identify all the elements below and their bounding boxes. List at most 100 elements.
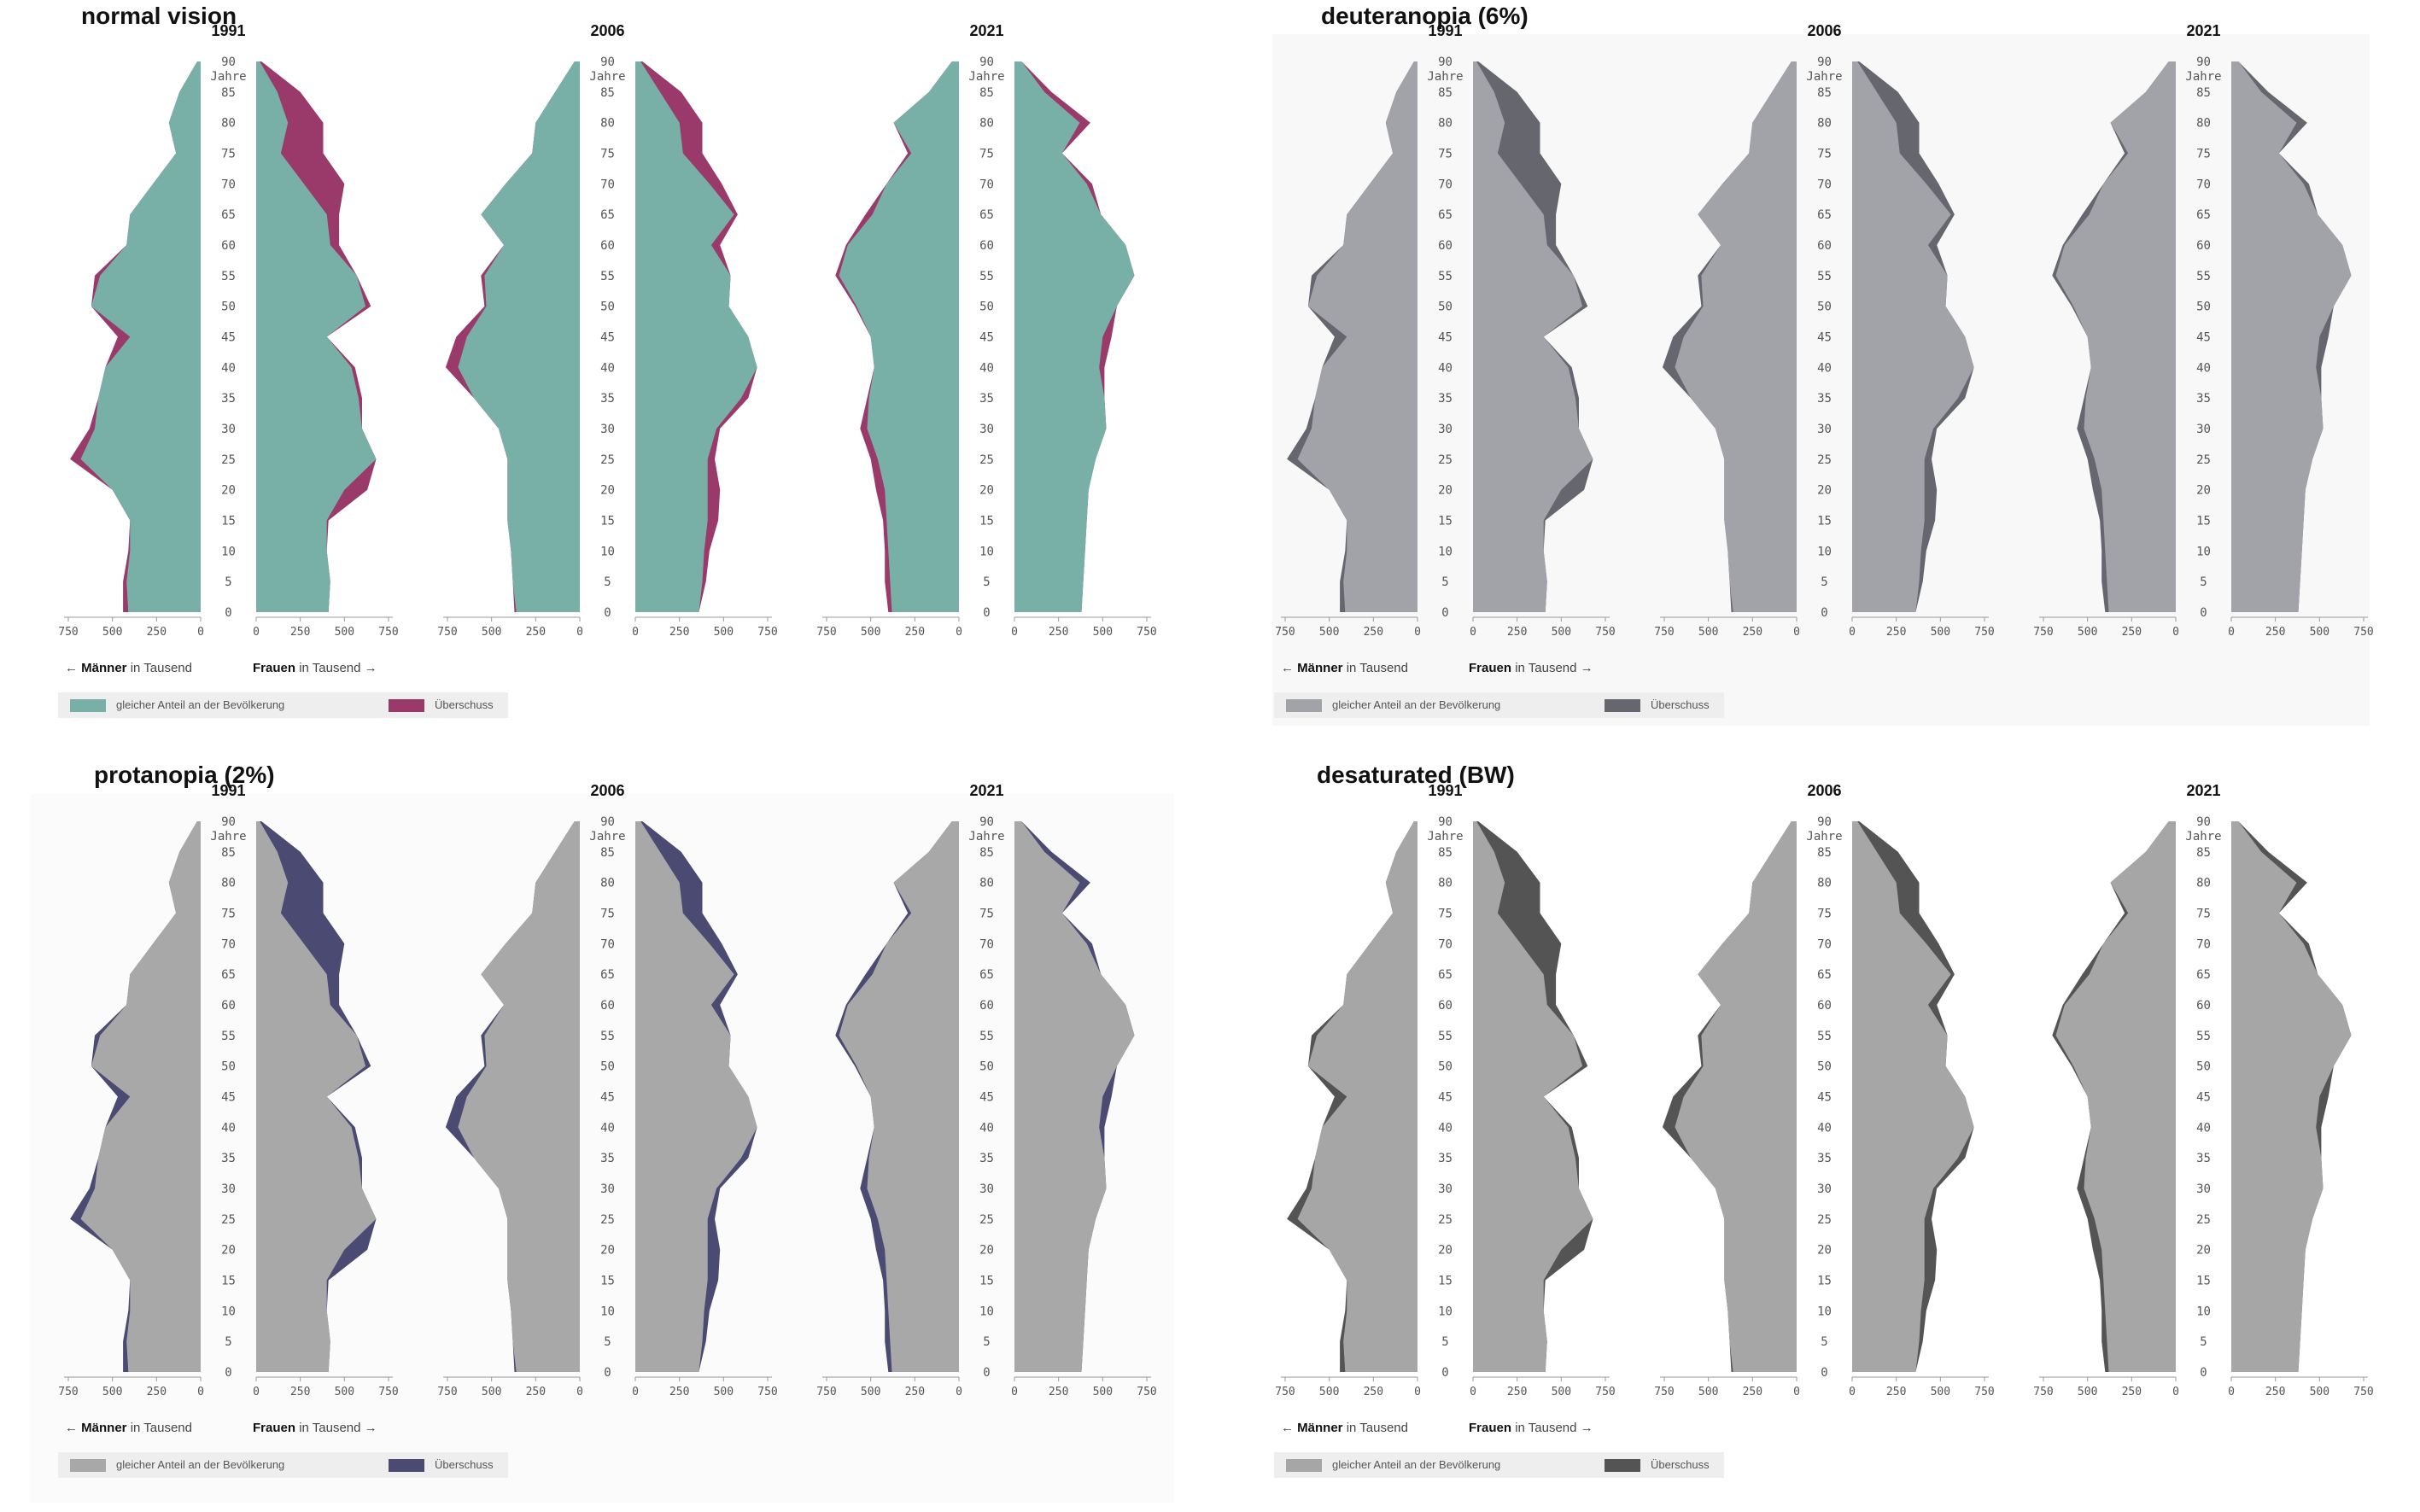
age-tick-label: 55 xyxy=(1817,1030,1832,1043)
age-tick-label: 55 xyxy=(2196,270,2211,283)
women-label: Frauen xyxy=(1469,1421,1512,1435)
men-base-area xyxy=(1675,821,1797,1372)
legend-label-base: gleicher Anteil an der Bevölkerung xyxy=(1332,698,1501,711)
age-tick-label: 25 xyxy=(1438,1213,1453,1227)
age-tick-label: 50 xyxy=(600,1060,615,1074)
men-x-tick-label: 750 xyxy=(58,1386,78,1398)
age-tick-label: 55 xyxy=(221,270,236,283)
age-tick-label: 30 xyxy=(2196,423,2211,436)
age-tick-label: 0 xyxy=(2200,1366,2207,1380)
year-label: 1991 xyxy=(211,782,245,799)
age-tick-label: 30 xyxy=(1817,423,1832,436)
men-x-tick-label: 250 xyxy=(526,1386,546,1398)
age-tick-label: 35 xyxy=(2196,392,2211,406)
age-tick-label: 20 xyxy=(1817,1244,1832,1258)
age-tick-label: 15 xyxy=(979,515,994,528)
age-tick-label: 60 xyxy=(1817,239,1832,253)
age-tick-label: 25 xyxy=(221,1213,236,1227)
arrow-right-icon: → xyxy=(1580,661,1593,675)
age-tick-label: 20 xyxy=(979,1244,994,1258)
women-x-tick-label: 750 xyxy=(1137,626,1156,639)
age-tick-label: 20 xyxy=(1438,484,1453,498)
men-x-tick-label: 500 xyxy=(482,626,501,639)
age-tick-label: 90 xyxy=(979,815,994,829)
age-tick-label: 45 xyxy=(979,331,994,345)
men-base-area xyxy=(80,61,201,612)
age-tick-label: 15 xyxy=(1438,1275,1453,1288)
women-x-tick-label: 500 xyxy=(1552,626,1571,639)
age-tick-label: 5 xyxy=(2200,575,2207,589)
men-x-tick-label: 500 xyxy=(1319,1386,1339,1398)
age-tick-label: 85 xyxy=(221,846,236,860)
age-tick-label: 70 xyxy=(1817,937,1832,951)
age-tick-label: 55 xyxy=(979,270,994,283)
age-tick-label: 40 xyxy=(1438,1121,1453,1135)
pyramid-chart-2021: 2021 0 5 10 15 20 25 30 35 40 45 50 55 60 65 70 75 80 85 90… xyxy=(2033,22,2373,639)
women-x-tick-label: 500 xyxy=(1093,626,1113,639)
age-tick-label: 45 xyxy=(1817,1091,1832,1105)
age-tick-label: 0 xyxy=(225,1366,231,1380)
age-tick-label: 35 xyxy=(221,392,236,406)
in-label: in xyxy=(1515,1421,1525,1435)
age-tick-label: 90 xyxy=(600,815,615,829)
men-base-area xyxy=(458,61,580,612)
age-tick-label: 35 xyxy=(221,1152,236,1165)
age-tick-label: 45 xyxy=(221,331,236,345)
arrow-right-icon: → xyxy=(364,1421,377,1435)
men-x-tick-label: 500 xyxy=(102,626,122,639)
year-label: 2006 xyxy=(590,782,624,799)
age-tick-label: 40 xyxy=(600,361,615,375)
age-tick-label: 5 xyxy=(1821,1335,1827,1349)
panel-background-protanopia xyxy=(30,794,1174,1503)
age-tick-label: 65 xyxy=(979,968,994,982)
men-label: Männer xyxy=(81,661,127,675)
in-label: in xyxy=(130,661,141,675)
men-x-tick-label: 500 xyxy=(1319,626,1339,639)
age-tick-label: 10 xyxy=(2196,545,2211,558)
arrow-right-icon: → xyxy=(364,661,377,675)
age-tick-label: 0 xyxy=(604,1366,611,1380)
women-x-tick-label: 500 xyxy=(1931,1386,1950,1398)
age-tick-label: 80 xyxy=(2196,117,2211,131)
panel-title-desaturated: desaturated (BW) xyxy=(1317,762,1515,788)
men-x-tick-label: 500 xyxy=(2078,1386,2097,1398)
age-tick-label: 30 xyxy=(979,1182,994,1196)
legend-swatch-excess xyxy=(1605,1459,1640,1472)
age-tick-label: 75 xyxy=(1438,908,1453,921)
women-x-tick-label: 250 xyxy=(1507,626,1527,639)
age-tick-label: 85 xyxy=(2196,846,2211,860)
men-axis-caption: ← Männer in Tausend xyxy=(65,661,192,675)
age-tick-label: 15 xyxy=(600,1275,615,1288)
age-unit-label: Jahre xyxy=(589,830,625,844)
age-tick-label: 5 xyxy=(225,575,231,589)
men-x-tick-label: 250 xyxy=(147,626,167,639)
men-x-tick-label: 500 xyxy=(102,1386,122,1398)
age-tick-label: 40 xyxy=(2196,1121,2211,1135)
women-label: Frauen xyxy=(253,1421,296,1435)
age-tick-label: 55 xyxy=(221,1030,236,1043)
age-tick-label: 85 xyxy=(600,86,615,100)
age-tick-label: 70 xyxy=(221,937,236,951)
legend-swatch-base xyxy=(1286,699,1322,712)
age-tick-label: 40 xyxy=(221,1121,236,1135)
age-tick-label: 35 xyxy=(1817,1152,1832,1165)
legend-swatch-base xyxy=(70,1459,106,1472)
year-label: 2006 xyxy=(1807,782,1841,799)
year-label: 2021 xyxy=(2186,22,2220,39)
age-tick-label: 55 xyxy=(600,270,615,283)
women-x-tick-label: 500 xyxy=(2310,1386,2329,1398)
age-tick-label: 65 xyxy=(2196,968,2211,982)
age-tick-label: 20 xyxy=(221,484,236,498)
women-x-tick-label: 750 xyxy=(378,1386,398,1398)
women-x-tick-label: 250 xyxy=(669,1386,689,1398)
men-label: Männer xyxy=(1297,661,1343,675)
age-tick-label: 35 xyxy=(979,392,994,406)
men-x-tick-label: 0 xyxy=(576,1386,583,1398)
age-tick-label: 35 xyxy=(600,392,615,406)
women-x-tick-label: 0 xyxy=(253,1386,260,1398)
age-tick-label: 90 xyxy=(979,55,994,69)
age-tick-label: 85 xyxy=(1817,86,1832,100)
women-base-area xyxy=(256,821,377,1372)
age-tick-label: 25 xyxy=(1438,453,1453,467)
age-tick-label: 85 xyxy=(979,86,994,100)
